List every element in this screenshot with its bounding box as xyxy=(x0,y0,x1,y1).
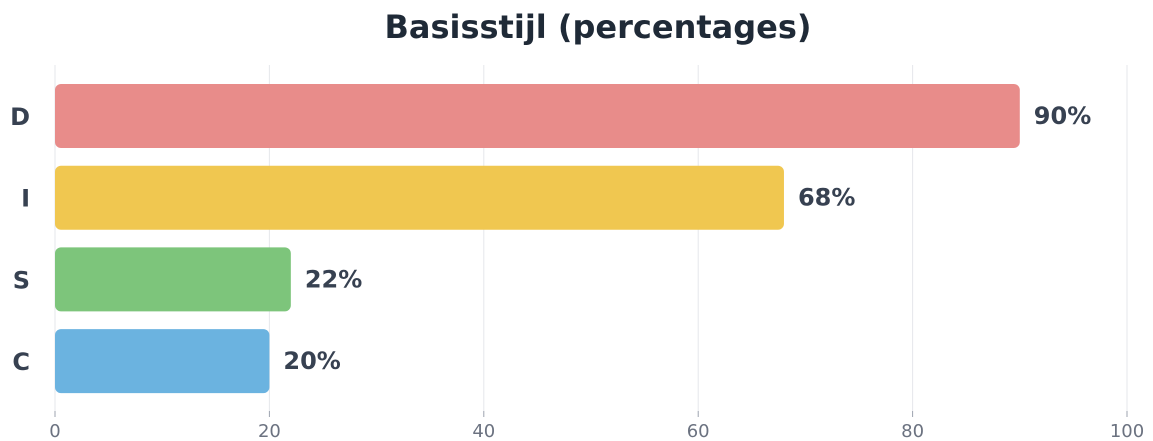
x-tick-label: 60 xyxy=(687,421,710,441)
y-tick-label: I xyxy=(21,185,30,213)
bar xyxy=(55,84,1020,148)
y-tick-label: C xyxy=(12,348,30,376)
value-label: 22% xyxy=(305,265,362,293)
chart-title: Basisstijl (percentages) xyxy=(384,8,811,46)
y-tick-label: S xyxy=(13,266,30,294)
bar xyxy=(55,165,784,230)
value-label: 20% xyxy=(283,347,340,375)
bar xyxy=(55,247,291,312)
x-tick-label: 20 xyxy=(258,421,281,441)
y-tick-label: D xyxy=(10,103,30,131)
x-tick-label: 80 xyxy=(901,421,924,441)
x-tick-label: 40 xyxy=(472,421,495,441)
value-label: 90% xyxy=(1034,102,1091,130)
x-tick-label: 100 xyxy=(1110,421,1144,441)
x-tick-label: 0 xyxy=(49,421,60,441)
value-label: 68% xyxy=(798,184,855,212)
bar xyxy=(55,329,270,394)
